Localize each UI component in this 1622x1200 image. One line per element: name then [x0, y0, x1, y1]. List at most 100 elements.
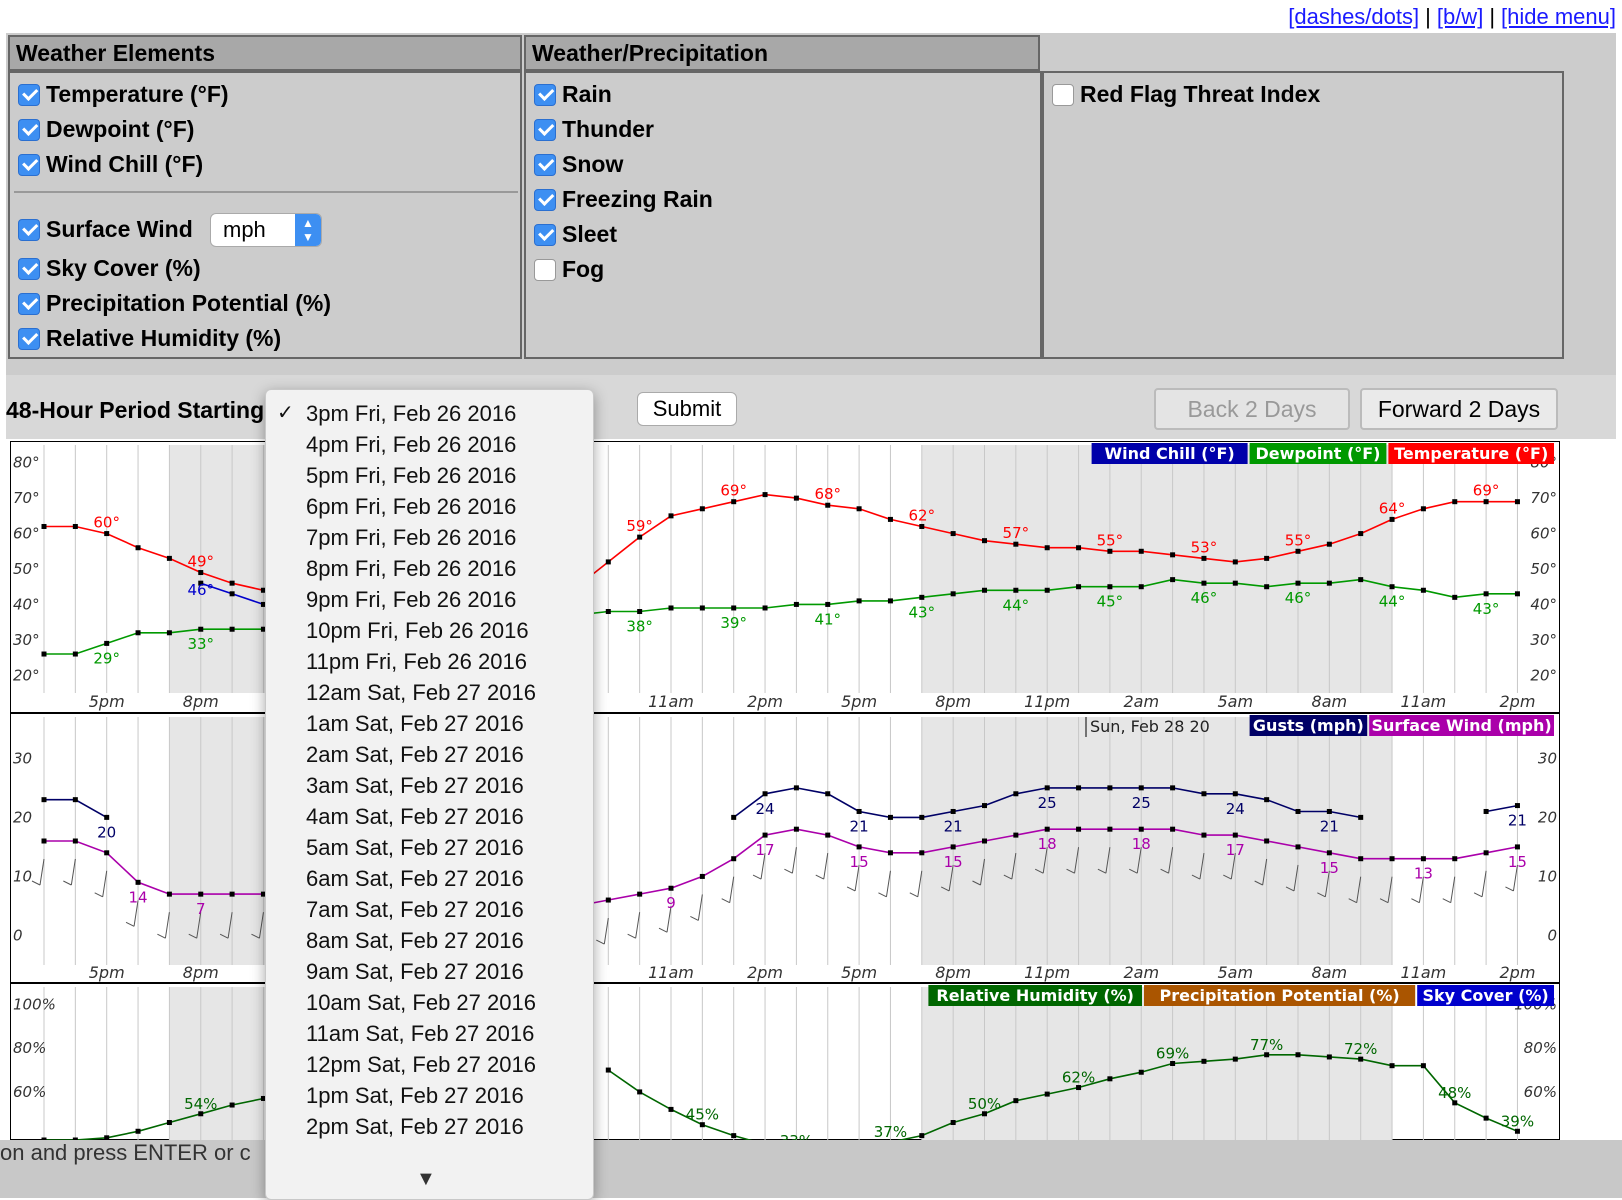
data-point	[731, 856, 736, 861]
period-option[interactable]: 6am Sat, Feb 27 2016	[266, 863, 593, 894]
data-point	[700, 874, 705, 879]
period-option[interactable]: 12pm Sat, Feb 27 2016	[266, 1049, 593, 1080]
data-point	[669, 1107, 674, 1112]
dewpoint-checkbox[interactable]: Dewpoint (°F)	[18, 116, 194, 143]
period-option[interactable]: 9pm Fri, Feb 26 2016	[266, 584, 593, 615]
period-option[interactable]: 7pm Fri, Feb 26 2016	[266, 522, 593, 553]
period-option-label: 2am Sat, Feb 27 2016	[306, 742, 524, 767]
period-option[interactable]: 6pm Fri, Feb 26 2016	[266, 491, 593, 522]
data-point	[825, 503, 830, 508]
period-option-label: 9am Sat, Feb 27 2016	[306, 959, 524, 984]
data-label: 18	[1132, 835, 1151, 853]
x-tick-label: 8pm	[935, 963, 971, 982]
wind-chill-checkbox[interactable]: Wind Chill (°F)	[18, 151, 203, 178]
period-option[interactable]: 4pm Fri, Feb 26 2016	[266, 429, 593, 460]
data-point	[73, 839, 78, 844]
data-point	[637, 535, 642, 540]
data-point	[857, 598, 862, 603]
data-point	[669, 513, 674, 518]
data-label: 25	[1132, 794, 1151, 812]
legend-label: Dewpoint (°F)	[1255, 444, 1380, 463]
dashes-dots-link[interactable]: [dashes/dots]	[1288, 4, 1419, 29]
period-option[interactable]: 1pm Sat, Feb 27 2016	[266, 1080, 593, 1111]
data-label: 62%	[1062, 1069, 1095, 1087]
period-option[interactable]: 11pm Fri, Feb 26 2016	[266, 646, 593, 677]
data-label: 33%	[780, 1132, 813, 1140]
period-option-label: 12pm Sat, Feb 27 2016	[306, 1052, 536, 1077]
hide-menu-link[interactable]: [hide menu]	[1501, 4, 1616, 29]
data-point	[1233, 833, 1238, 838]
period-option[interactable]: 11am Sat, Feb 27 2016	[266, 1018, 593, 1049]
relative-humidity-checkbox[interactable]: Relative Humidity (%)	[18, 325, 281, 352]
snow-checkbox[interactable]: Snow	[534, 151, 623, 178]
precip-potential-checkbox[interactable]: Precipitation Potential (%)	[18, 290, 331, 317]
data-label: 21	[850, 817, 869, 835]
thunder-checkbox[interactable]: Thunder	[534, 116, 654, 143]
fog-checkbox[interactable]: Fog	[534, 256, 604, 283]
period-option-label: 2pm Sat, Feb 27 2016	[306, 1114, 524, 1139]
data-point	[669, 605, 674, 610]
period-option[interactable]: 4am Sat, Feb 27 2016	[266, 801, 593, 832]
surface-wind-checkbox[interactable]: Surface Wind	[18, 216, 193, 243]
period-option-label: 7am Sat, Feb 27 2016	[306, 897, 524, 922]
data-label: 14	[129, 888, 148, 906]
period-option[interactable]: 7am Sat, Feb 27 2016	[266, 894, 593, 925]
period-option[interactable]: 8am Sat, Feb 27 2016	[266, 925, 593, 956]
data-label: 41°	[814, 610, 841, 628]
x-tick-label: 8pm	[935, 692, 971, 711]
period-option[interactable]: 10am Sat, Feb 27 2016	[266, 987, 593, 1018]
data-point	[1358, 531, 1363, 536]
data-point	[1045, 588, 1050, 593]
scroll-down-arrow-icon[interactable]: ▼	[416, 1168, 436, 1191]
data-point	[1484, 1116, 1489, 1121]
y-tick-label: 20	[1538, 808, 1557, 826]
checkmark-icon: ✓	[277, 398, 294, 429]
data-point	[167, 1120, 172, 1125]
period-option[interactable]: 12am Sat, Feb 27 2016	[266, 677, 593, 708]
period-label: 48-Hour Period Starting	[6, 397, 264, 424]
period-option[interactable]: 9am Sat, Feb 27 2016	[266, 956, 593, 987]
data-point	[919, 815, 924, 820]
freezing-rain-checkbox[interactable]: Freezing Rain	[534, 186, 713, 213]
data-point	[42, 652, 47, 657]
checkbox-icon	[18, 293, 40, 315]
data-point	[606, 559, 611, 564]
period-option[interactable]: 3am Sat, Feb 27 2016	[266, 770, 593, 801]
bw-link[interactable]: [b/w]	[1437, 4, 1483, 29]
legend-label: Precipitation Potential (%)	[1160, 986, 1400, 1005]
data-label: 49°	[187, 553, 214, 571]
sky-cover-checkbox[interactable]: Sky Cover (%)	[18, 255, 201, 282]
back-2-days-button[interactable]: Back 2 Days	[1154, 388, 1350, 430]
period-option[interactable]: 2pm Sat, Feb 27 2016	[266, 1111, 593, 1142]
rain-checkbox[interactable]: Rain	[534, 81, 612, 108]
period-option[interactable]: 5am Sat, Feb 27 2016	[266, 832, 593, 863]
x-tick-label: 8pm	[183, 963, 219, 982]
legend-label: Gusts (mph)	[1253, 716, 1364, 735]
wind-unit-select[interactable]: mph▲▼	[210, 213, 322, 247]
data-point	[1296, 809, 1301, 814]
period-option[interactable]: 10pm Fri, Feb 26 2016	[266, 615, 593, 646]
period-option-label: 5am Sat, Feb 27 2016	[306, 835, 524, 860]
x-tick-label: 5am	[1218, 963, 1254, 982]
data-point	[982, 538, 987, 543]
checkbox-label: Rain	[562, 81, 612, 108]
data-point	[700, 605, 705, 610]
temperature-checkbox[interactable]: Temperature (°F)	[18, 81, 229, 108]
submit-button[interactable]: Submit	[637, 392, 737, 426]
period-option[interactable]: 2am Sat, Feb 27 2016	[266, 739, 593, 770]
period-option[interactable]: 8pm Fri, Feb 26 2016	[266, 553, 593, 584]
data-point	[857, 844, 862, 849]
data-point	[1358, 815, 1363, 820]
data-point	[1452, 595, 1457, 600]
data-point	[1390, 584, 1395, 589]
period-option[interactable]: ✓3pm Fri, Feb 26 2016	[266, 398, 593, 429]
period-option[interactable]: 5pm Fri, Feb 26 2016	[266, 460, 593, 491]
data-point	[919, 1133, 924, 1138]
data-point	[1327, 809, 1332, 814]
sleet-checkbox[interactable]: Sleet	[534, 221, 617, 248]
forward-2-days-button[interactable]: Forward 2 Days	[1360, 388, 1558, 430]
red-flag-checkbox[interactable]: Red Flag Threat Index	[1052, 81, 1320, 108]
period-option[interactable]: 1am Sat, Feb 27 2016	[266, 708, 593, 739]
x-tick-label: 2am	[1123, 963, 1159, 982]
